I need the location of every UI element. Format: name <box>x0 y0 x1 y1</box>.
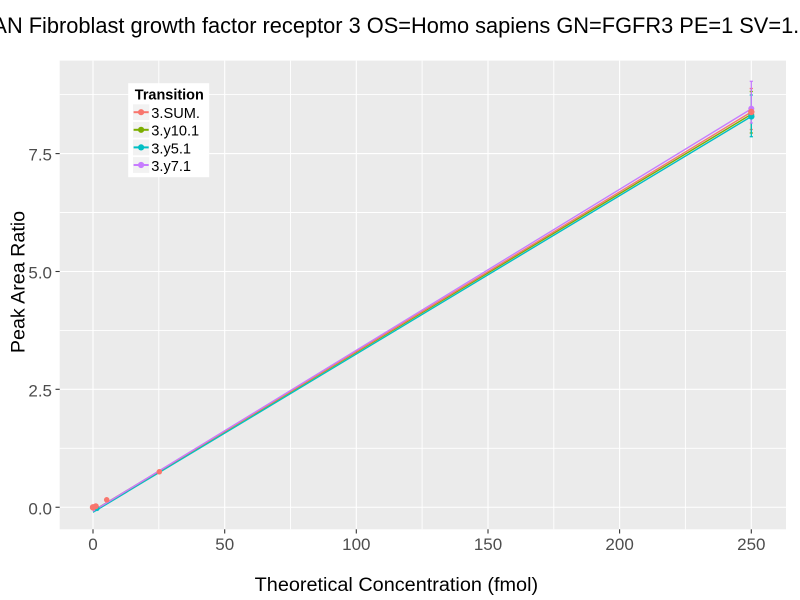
svg-text:0: 0 <box>88 535 97 554</box>
svg-text:2.5: 2.5 <box>28 381 52 400</box>
svg-text:250: 250 <box>737 535 765 554</box>
svg-text:3.SUM.: 3.SUM. <box>151 106 200 122</box>
svg-text:0.0: 0.0 <box>28 499 52 518</box>
svg-text:Transition: Transition <box>135 87 204 103</box>
svg-text:50: 50 <box>215 535 234 554</box>
svg-text:Peak Area Ratio: Peak Area Ratio <box>8 211 30 353</box>
svg-text:200: 200 <box>605 535 633 554</box>
svg-text:150: 150 <box>474 535 502 554</box>
svg-text:7.5: 7.5 <box>28 146 52 165</box>
svg-text:Theoretical Concentration (fmo: Theoretical Concentration (fmol) <box>255 574 538 596</box>
svg-text:3.y5.1: 3.y5.1 <box>151 141 191 157</box>
svg-text:AN Fibroblast growth factor re: AN Fibroblast growth factor receptor 3 O… <box>0 13 799 38</box>
svg-text:100: 100 <box>342 535 370 554</box>
svg-text:5.0: 5.0 <box>28 264 52 283</box>
svg-text:3.y7.1: 3.y7.1 <box>151 159 191 175</box>
svg-text:3.y10.1: 3.y10.1 <box>151 124 199 140</box>
